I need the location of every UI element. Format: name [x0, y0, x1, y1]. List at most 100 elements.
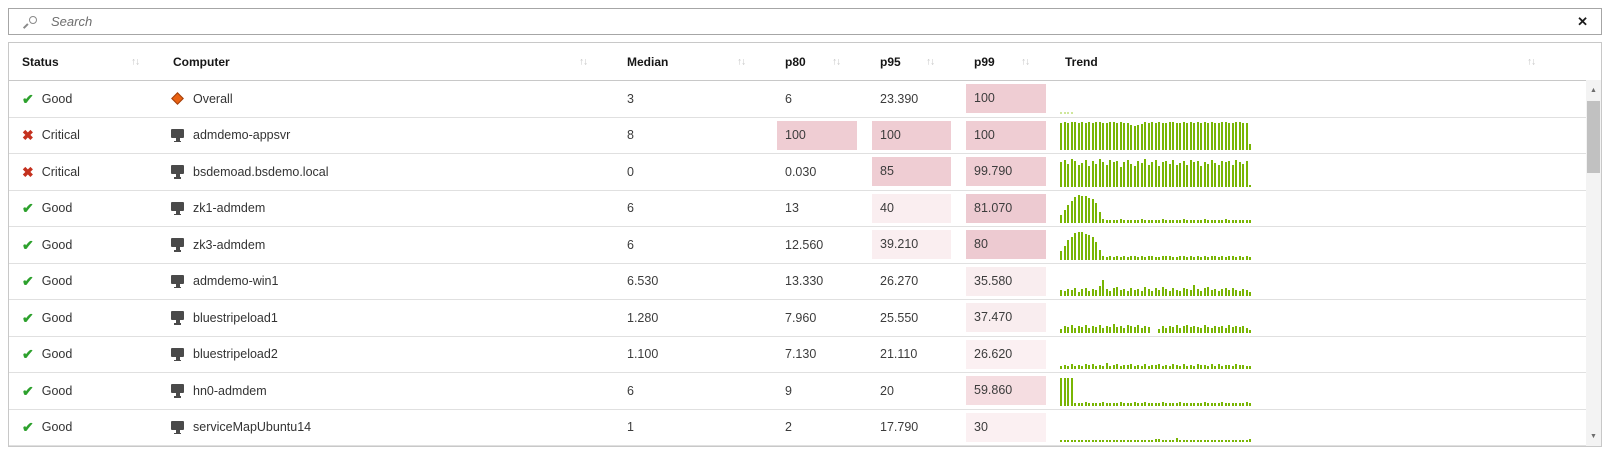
p95-value: 17.790 [880, 420, 919, 435]
p95-cell: 85 [862, 154, 956, 190]
table-row[interactable]: ✖ Critical admdemo-appsvr 8 100 100 100 [9, 118, 1601, 154]
status-label: Good [41, 274, 73, 289]
p80-cell: 100 [767, 118, 862, 154]
sort-icon[interactable]: ↑↓ [1021, 56, 1030, 67]
close-icon[interactable]: ✕ [1577, 14, 1588, 29]
column-header-median[interactable]: Median ↑↓ [609, 55, 767, 69]
p99-cell: 99.790 [956, 154, 1051, 190]
computer-cell: zk3-admdem [161, 227, 609, 263]
status-cell: ✖ Critical [9, 154, 161, 190]
trend-sparkline [1060, 85, 1251, 114]
p99-value: 100 [966, 120, 1046, 150]
median-value: 1 [627, 420, 634, 435]
trend-cell [1051, 410, 1601, 446]
table-row[interactable]: ✔ Good Overall 3 6 23.390 100 [9, 81, 1601, 118]
monitor-icon [171, 165, 184, 179]
trend-cell [1051, 227, 1601, 263]
search-bar: ✕ [8, 8, 1602, 35]
sort-icon[interactable]: ↑↓ [832, 56, 841, 67]
p99-value: 99.790 [966, 157, 1046, 187]
status-label: Good [41, 347, 73, 362]
trend-cell [1051, 300, 1601, 336]
p80-value: 100 [777, 120, 857, 150]
trend-sparkline [1060, 267, 1251, 296]
scrollbar-thumb[interactable] [1587, 101, 1600, 173]
computer-cell: bluestripeload1 [161, 300, 609, 336]
median-value: 6 [627, 237, 634, 252]
column-header-status[interactable]: Status ↑↓ [9, 55, 161, 69]
table-row[interactable]: ✔ Good zk1-admdem 6 13 40 81.070 [9, 191, 1601, 227]
median-cell: 6 [609, 373, 767, 409]
computer-cell: bluestripeload2 [161, 337, 609, 373]
computer-cell: zk1-admdem [161, 191, 609, 227]
median-value: 1.280 [627, 310, 659, 325]
computer-name: Overall [193, 91, 233, 106]
median-value: 6.530 [627, 274, 659, 289]
column-header-trend[interactable]: Trend ↑↓ [1051, 55, 1601, 69]
trend-cell [1051, 264, 1601, 300]
p95-cell: 40 [862, 191, 956, 227]
sort-icon[interactable]: ↑↓ [926, 56, 935, 67]
p95-cell: 21.110 [862, 337, 956, 373]
table-row[interactable]: ✔ Good bluestripeload1 1.280 7.960 25.550 37.4… [9, 300, 1601, 337]
trend-cell [1051, 337, 1601, 373]
column-header-computer[interactable]: Computer ↑↓ [161, 55, 609, 69]
table-row[interactable]: ✔ Good bluestripeload2 1.100 7.130 21.110 26.6… [9, 337, 1601, 373]
search-input[interactable] [49, 13, 1578, 30]
p95-cell: 100 [862, 118, 956, 154]
monitor-icon [171, 128, 184, 143]
status-cell: ✔ Good [9, 373, 161, 409]
column-header-p95[interactable]: p95 ↑↓ [862, 55, 956, 69]
computer-name: bluestripeload2 [193, 347, 278, 362]
status-cell: ✔ Good [9, 300, 161, 336]
p95-cell: 39.210 [862, 227, 956, 263]
overall-diamond-icon [171, 92, 184, 106]
computer-name: admdemo-win1 [193, 274, 279, 289]
table-row[interactable]: ✔ Good zk3-admdem 6 12.560 39.210 80 [9, 227, 1601, 264]
p80-value: 13.330 [785, 274, 824, 289]
p99-value: 30 [966, 412, 1046, 442]
sort-icon[interactable]: ↑↓ [1527, 56, 1536, 67]
p99-cell: 30 [956, 410, 1051, 446]
p95-value: 23.390 [880, 91, 919, 106]
monitor-icon [171, 201, 184, 216]
good-status-icon: ✔ [22, 200, 34, 217]
column-header-p99[interactable]: p99 ↑↓ [956, 55, 1051, 69]
p95-cell: 20 [862, 373, 956, 409]
scroll-down-icon[interactable]: ▼ [1590, 432, 1597, 440]
status-label: Critical [41, 128, 80, 143]
sort-icon[interactable]: ↑↓ [579, 56, 588, 67]
table-row[interactable]: ✔ Good admdemo-win1 6.530 13.330 26.270 35.580 [9, 264, 1601, 300]
median-cell: 3 [609, 81, 767, 117]
p95-value: 20 [880, 383, 894, 398]
p80-cell: 7.130 [767, 337, 862, 373]
computer-cell: Overall [161, 81, 609, 117]
scroll-up-icon[interactable]: ▲ [1590, 86, 1597, 94]
computer-name: bsdemoad.bsdemo.local [193, 164, 329, 179]
median-value: 6 [627, 201, 634, 216]
status-cell: ✔ Good [9, 410, 161, 446]
trend-sparkline [1060, 121, 1251, 150]
column-header-label: p80 [785, 54, 806, 69]
p80-value: 7.130 [785, 347, 817, 362]
sort-icon[interactable]: ↑↓ [737, 56, 746, 67]
table-row[interactable]: ✔ Good serviceMapUbuntu14 1 2 17.790 30 [9, 410, 1601, 446]
trend-sparkline [1060, 413, 1251, 442]
monitor-icon [171, 420, 184, 435]
sort-icon[interactable]: ↑↓ [131, 56, 140, 67]
median-cell: 6.530 [609, 264, 767, 300]
good-status-icon: ✔ [22, 309, 34, 326]
status-label: Good [41, 383, 73, 398]
status-cell: ✔ Good [9, 264, 161, 300]
p80-value: 6 [785, 91, 792, 106]
status-label: Good [41, 201, 73, 216]
vertical-scrollbar[interactable]: ▲ ▼ [1586, 80, 1601, 446]
median-cell: 1.280 [609, 300, 767, 336]
monitor-icon [171, 384, 184, 398]
p95-cell: 23.390 [862, 81, 956, 117]
p95-value: 25.550 [880, 310, 919, 325]
table-row[interactable]: ✖ Critical bsdemoad.bsdemo.local 0 0.030 85 99… [9, 154, 1601, 191]
table-row[interactable]: ✔ Good hn0-admdem 6 9 20 59.860 [9, 373, 1601, 410]
median-value: 8 [627, 128, 634, 143]
column-header-p80[interactable]: p80 ↑↓ [767, 55, 862, 69]
